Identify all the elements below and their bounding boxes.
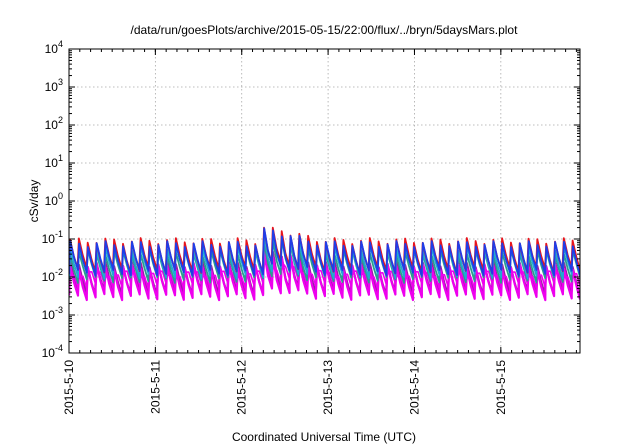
x-tick-label: 2015-5-11 xyxy=(148,360,162,414)
y-tick-label: 10-1 xyxy=(42,229,63,246)
y-tick-label: 10-3 xyxy=(42,305,63,322)
x-tick-label: 2015-5-14 xyxy=(407,360,421,415)
x-tick-label: 2015-5-12 xyxy=(235,360,249,415)
grid xyxy=(69,49,580,353)
x-axis-label: Coordinated Universal Time (UTC) xyxy=(232,430,416,444)
flux-series-line xyxy=(69,251,580,302)
x-tick-label: 2015-5-10 xyxy=(62,360,76,415)
y-tick-label: 10-4 xyxy=(42,343,63,360)
chart-title: /data/run/goesPlots/archive/2015-05-15/2… xyxy=(131,23,519,37)
series-group xyxy=(69,226,580,302)
y-tick-label: 10-2 xyxy=(42,267,63,284)
y-axis-label: cSv/day xyxy=(27,180,41,223)
y-tick-label: 101 xyxy=(45,153,63,170)
y-tick-label: 102 xyxy=(45,115,63,132)
x-tick-label: 2015-5-15 xyxy=(494,360,508,415)
x-axis: 2015-5-10 2015-5-11 2015-5-12 2015-5-13 2015… xyxy=(62,49,577,415)
y-tick-label: 104 xyxy=(45,39,63,56)
x-tick-label: 2015-5-13 xyxy=(321,360,335,415)
flux-series-line xyxy=(69,261,580,291)
y-tick-label: 103 xyxy=(45,77,63,94)
flux-series-line xyxy=(69,227,580,277)
y-tick-label: 100 xyxy=(45,191,63,208)
